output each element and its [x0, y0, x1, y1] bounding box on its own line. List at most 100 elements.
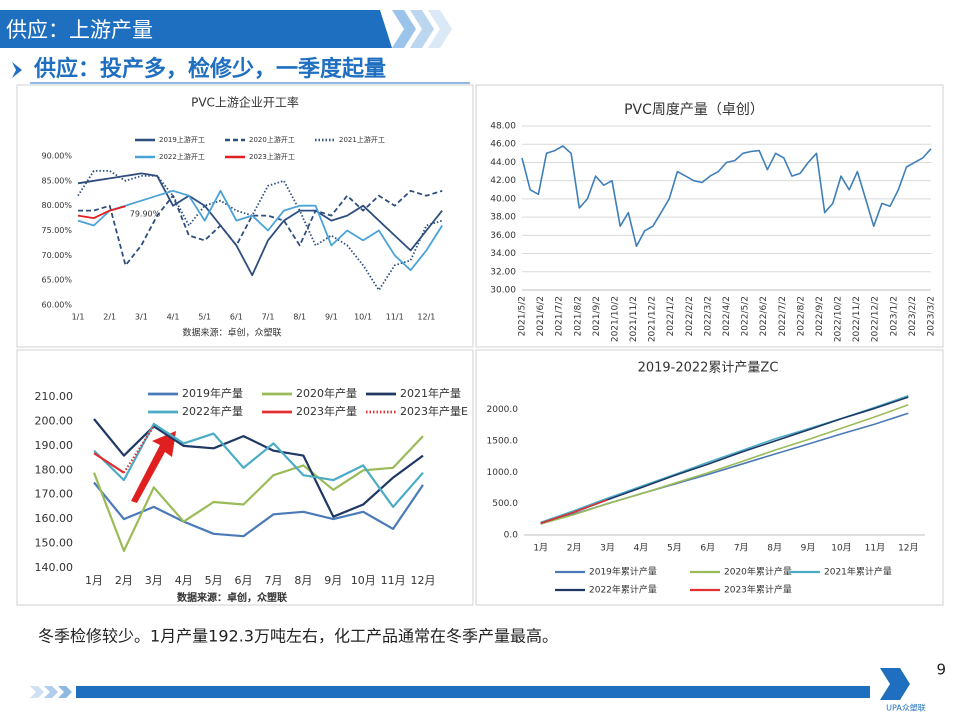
panel [475, 84, 944, 348]
legend-label: 2022年累计产量 [589, 584, 657, 596]
x-tick-label: 4月 [634, 543, 649, 554]
series-line [540, 404, 909, 525]
legend-label: 2020上游开工 [249, 135, 295, 144]
x-tick-label: 8月 [294, 574, 312, 587]
y-tick-label: 150.00 [35, 537, 74, 550]
x-tick-label: 7/1 [262, 313, 275, 322]
x-tick-label: 6月 [700, 543, 715, 554]
x-tick-label: 2023/1/2 [889, 296, 899, 336]
legend-label: 2020年累计产量 [724, 566, 792, 578]
legend-label: 2021上游开工 [339, 135, 385, 144]
x-tick-label: 2022/5/2 [741, 296, 751, 336]
x-tick-label: 3月 [600, 543, 615, 554]
x-tick-label: 2月 [115, 574, 133, 587]
legend-label: 2021年累计产量 [824, 566, 892, 578]
x-tick-label: 9月 [801, 543, 816, 554]
legend-label: 2022上游开工 [159, 152, 205, 161]
x-tick-label: 2021/8/2 [573, 296, 583, 336]
x-tick-label: 2022/10/2 [834, 296, 844, 342]
chevron [428, 10, 452, 48]
series-line [77, 189, 443, 272]
y-tick-label: 34.00 [490, 249, 516, 259]
y-tick-label: 500.0 [492, 499, 518, 509]
y-tick-label: 200.00 [35, 414, 74, 427]
x-tick-label: 8月 [767, 543, 782, 554]
y-tick-label: 48.00 [490, 122, 516, 132]
chevron [392, 10, 416, 48]
panel [16, 349, 474, 606]
x-tick-label: 2021/10/2 [610, 296, 620, 342]
series-line [77, 172, 443, 277]
x-tick-label: 2022/6/2 [759, 296, 769, 336]
y-tick-label: 32.00 [490, 267, 516, 277]
x-tick-label: 6月 [235, 574, 253, 587]
panel [16, 84, 474, 348]
chevron [30, 686, 44, 698]
x-tick-label: 8/1 [293, 313, 306, 322]
y-tick-label: 75.00% [41, 226, 72, 235]
page-number: 9 [936, 661, 946, 679]
x-tick-label: 2021/9/2 [592, 296, 602, 336]
series-line [93, 452, 125, 474]
x-tick-label: 1月 [533, 543, 548, 554]
footer-rule [76, 686, 870, 698]
y-tick-label: 140.00 [35, 561, 74, 574]
x-tick-label: 10月 [831, 543, 851, 554]
y-tick-label: 180.00 [35, 463, 74, 476]
y-tick-label: 65.00% [41, 276, 72, 285]
chevron [58, 686, 72, 698]
x-tick-label: 7月 [734, 543, 749, 554]
series-line [93, 481, 424, 538]
y-tick-label: 70.00% [41, 251, 72, 260]
x-tick-label: 9/1 [325, 313, 338, 322]
x-tick-label: 1/1 [72, 313, 85, 322]
x-tick-label: 2022/7/2 [778, 296, 788, 336]
y-tick-label: 0.0 [504, 531, 519, 541]
series-line [122, 425, 155, 474]
x-tick-label: 1月 [85, 574, 103, 587]
legend-label: 2022年产量 [182, 404, 243, 418]
x-tick-label: 2021/7/2 [555, 296, 565, 336]
x-tick-label: 2022/3/2 [703, 296, 713, 336]
legend-label: 2023年产量E [400, 404, 468, 418]
y-tick-label: 2000.0 [487, 405, 519, 415]
x-tick-label: 2023/3/2 [927, 296, 937, 336]
source-note: 数据来源：卓创，众塑联 [177, 591, 287, 604]
footer-bar [30, 686, 870, 698]
y-tick-label: 210.00 [35, 390, 74, 403]
series-line [540, 498, 608, 525]
y-tick-label: 190.00 [35, 439, 74, 452]
x-tick-label: 10月 [351, 574, 376, 587]
x-tick-label: 5/1 [198, 313, 211, 322]
series-line [78, 189, 443, 267]
chart-title: 2019-2022累计产量ZC [638, 361, 779, 376]
y-tick-label: 160.00 [35, 512, 74, 525]
y-tick-label: 40.00 [490, 194, 516, 204]
x-tick-label: 11月 [865, 543, 885, 554]
x-tick-label: 2021/11/2 [629, 296, 639, 342]
series-line [521, 145, 932, 248]
x-tick-label: 2022/8/2 [796, 296, 806, 336]
x-tick-label: 2022/1/2 [666, 296, 676, 336]
x-tick-label: 10/1 [354, 313, 372, 322]
y-tick-label: 90.00% [41, 152, 72, 161]
y-tick-label: 38.00 [490, 213, 516, 223]
chevron [44, 686, 58, 698]
y-tick-label: 46.00 [490, 140, 516, 150]
annotation: 79.90% [130, 210, 161, 219]
chevron [410, 10, 434, 48]
y-tick-label: 42.00 [490, 176, 516, 186]
series-line [77, 170, 443, 291]
body-text: 冬季检修较少。1月产量192.3万吨左右，化工产品通常在冬季产量最高。 [38, 627, 558, 646]
x-tick-label: 12月 [898, 543, 918, 554]
y-tick-label: 36.00 [490, 231, 516, 241]
x-tick-label: 2月 [567, 543, 582, 554]
y-tick-label: 170.00 [35, 488, 74, 501]
series-line [92, 435, 424, 552]
subtitle: 供应：投产多，检修少，一季度起量 [33, 56, 386, 82]
x-tick-label: 5月 [667, 543, 682, 554]
x-tick-label: 2022/2/2 [685, 296, 695, 336]
x-tick-label: 2021/5/2 [518, 296, 528, 336]
y-tick-label: 60.00% [41, 301, 72, 310]
